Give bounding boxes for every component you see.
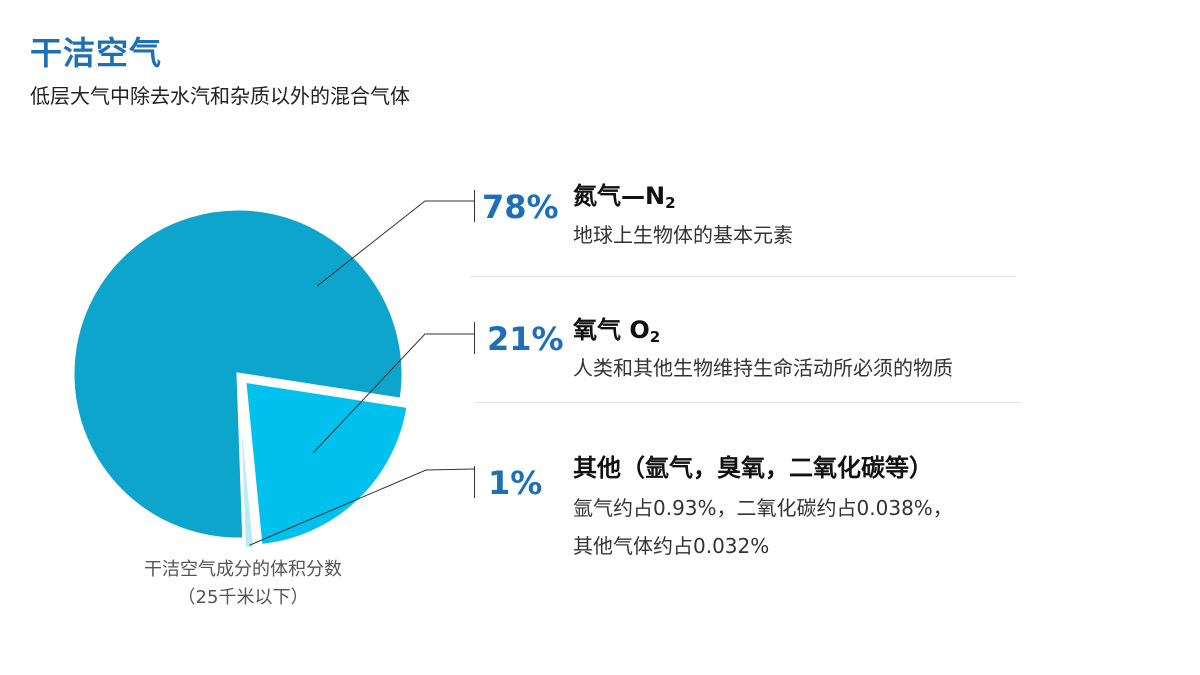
legend-name-nitrogen-text: 氮气—N: [573, 182, 666, 210]
legend-desc-oxygen: 人类和其他生物维持生命活动所必须的物质: [573, 356, 953, 380]
legend-desc-other-1: 氩气约占0.93%，二氧化碳约占0.038%，: [573, 496, 953, 520]
legend-tick-other: [474, 466, 475, 498]
pie-slice-oxygen: [243, 379, 410, 548]
legend-tick-oxygen: [474, 322, 475, 354]
legend-pct-oxygen: 21%: [487, 320, 564, 358]
caption-line-1: 干洁空气成分的体积分数: [144, 559, 342, 580]
leader-line-oxygen: [312, 333, 474, 454]
legend-name-oxygen: 氧气 O2: [573, 310, 660, 346]
pie-slice-other: [237, 383, 257, 551]
legend-name-nitrogen: 氮气—N2: [573, 176, 676, 212]
caption-line-2: （25千米以下）: [177, 587, 309, 608]
legend-name-oxygen-text: 氧气 O: [573, 316, 650, 344]
leader-line-other: [249, 468, 475, 546]
legend-name-oxygen-sub: 2: [649, 328, 661, 346]
legend-name-nitrogen-sub: 2: [665, 194, 676, 212]
legend-name-other: 其他（氩气，臭氧，二氧化碳等）: [573, 454, 933, 482]
legend-divider-2: [475, 402, 1021, 403]
legend-desc-other-2: 其他气体约占0.032%: [573, 534, 770, 558]
page-title: 干洁空气: [30, 34, 163, 72]
chart-caption: 干洁空气成分的体积分数 （25千米以下）: [108, 556, 378, 612]
leader-line-nitrogen: [317, 200, 474, 287]
legend-desc-nitrogen: 地球上生物体的基本元素: [573, 223, 793, 247]
page-subtitle: 低层大气中除去水汽和杂质以外的混合气体: [30, 84, 410, 108]
legend-pct-other: 1%: [488, 464, 543, 502]
legend-pct-nitrogen: 78%: [482, 188, 559, 226]
legend-tick-nitrogen: [474, 190, 475, 222]
legend-divider-1: [470, 276, 1016, 277]
pie-slice-nitrogen: [71, 207, 405, 541]
